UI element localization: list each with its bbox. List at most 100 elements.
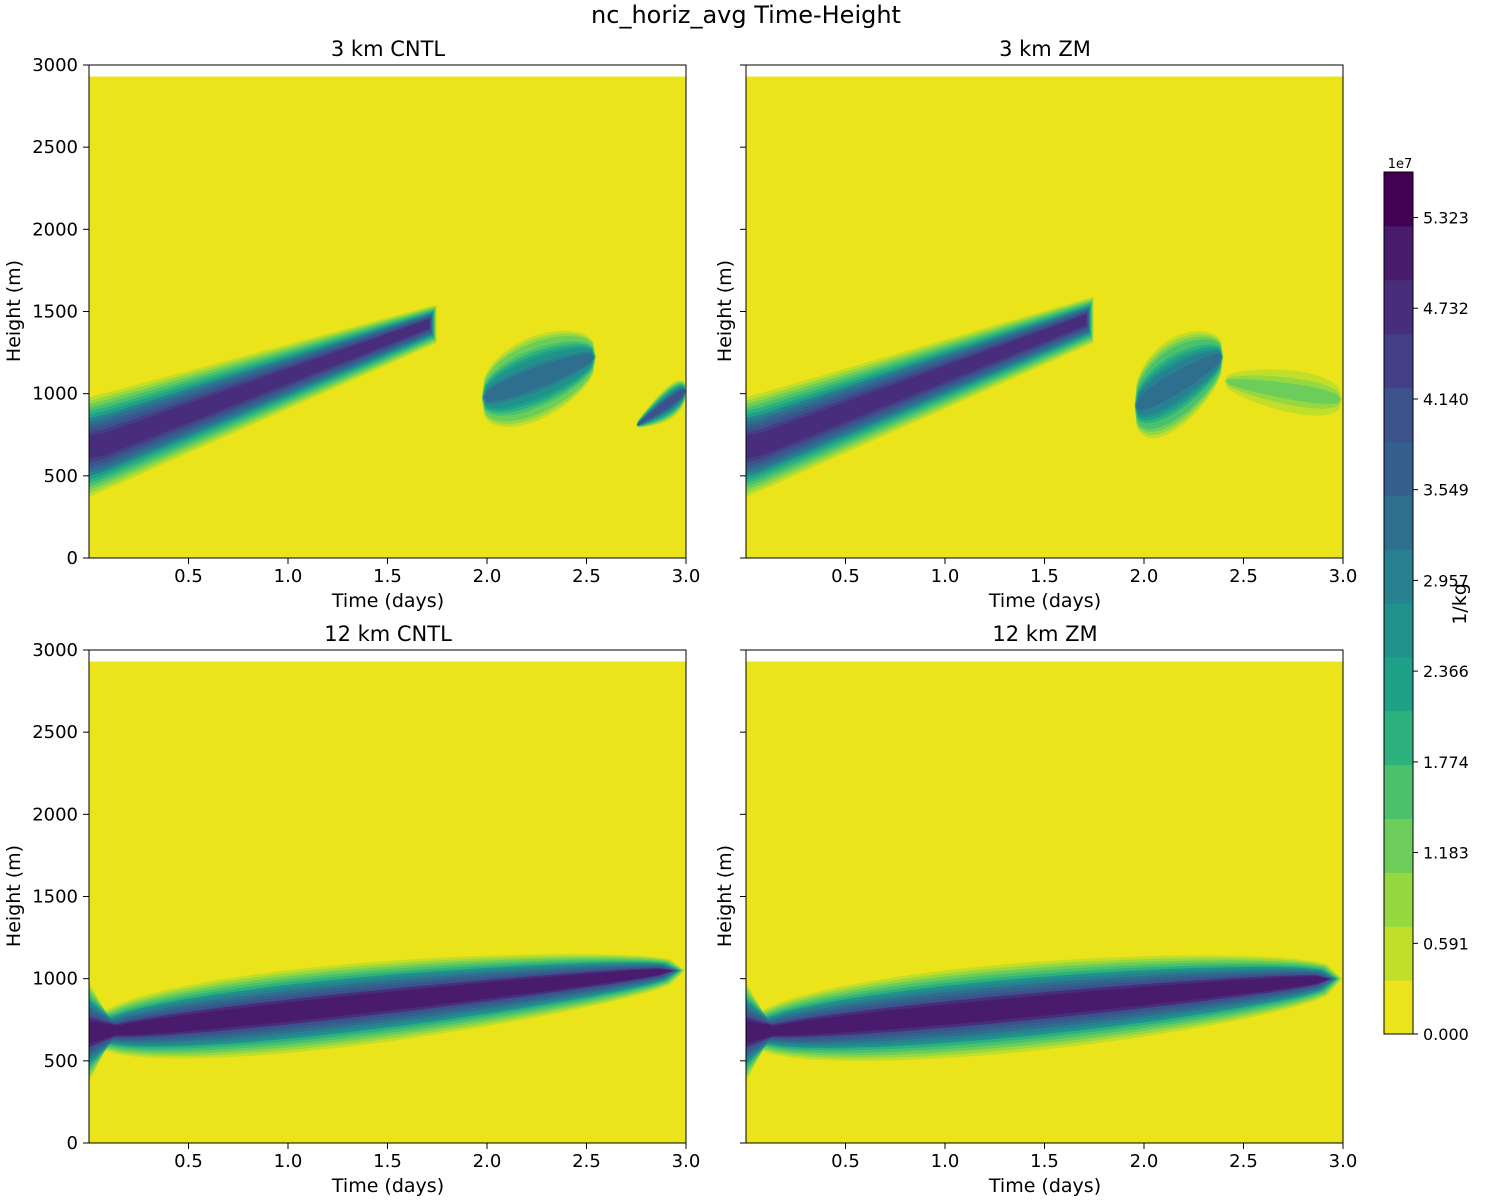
- x-tick-label: 3.0: [672, 566, 701, 587]
- x-tick-label: 1.5: [1030, 566, 1059, 587]
- y-tick-label: 2500: [32, 137, 78, 158]
- y-tick-label: 500: [44, 466, 78, 487]
- contour-band: [1136, 353, 1222, 411]
- y-axis-label: Height (m): [714, 260, 736, 362]
- plot-area: 0.5 1.0 1.5 2.0 2.5 3.0: [740, 64, 1358, 587]
- x-tick-label: 1.0: [931, 1151, 960, 1172]
- plot-area: 0.5 1.0 1.5 2.0 2.5 3.0 0 500 1000 1500 2000 2500 30…: [32, 55, 700, 587]
- cloud-feature: [1134, 328, 1224, 442]
- plot-area: 0.5 1.0 1.5 2.0 2.5 3.0 0 500 1000 1500 2000 2500 30…: [32, 640, 700, 1172]
- x-tick-label: 1.5: [373, 566, 402, 587]
- colorbar-segment: [1384, 495, 1413, 550]
- x-axis-label: Time (days): [331, 590, 444, 612]
- colorbar-tick-label: 2.957: [1423, 571, 1469, 590]
- colorbar-segment: [1384, 926, 1413, 981]
- panel-title: 12 km CNTL: [324, 622, 452, 646]
- y-tick-label: 1500: [32, 302, 78, 323]
- colorbar-segment: [1384, 872, 1413, 927]
- x-tick-label: 2.5: [572, 566, 601, 587]
- y-axis-label: Height (m): [714, 845, 736, 947]
- colorbar-segment: [1384, 603, 1413, 658]
- panel-12km-cntl: 12 km CNTL 0.5 1.0 1.5 2.0 2.5 3.0 0 500 1000 150…: [3, 622, 700, 1197]
- colorbar-segment: [1384, 818, 1413, 873]
- colorbar-segment: [1384, 980, 1413, 1035]
- colorbar: 0.000 0.591 1.183 1.774 2.366 2.957 3.549 4.140…: [1383, 171, 1469, 1044]
- x-tick-label: 2.0: [473, 566, 502, 587]
- contour-band: [483, 353, 594, 402]
- x-tick-label: 2.0: [473, 1151, 502, 1172]
- colorbar-tick-label: 1.774: [1423, 753, 1469, 772]
- colorbar-tick-label: 0.000: [1423, 1025, 1469, 1044]
- field-background: [746, 661, 1343, 1143]
- figure-title: nc_horiz_avg Time-Height: [591, 1, 901, 29]
- cloud-feature: [89, 304, 437, 497]
- colorbar-multiplier: 1e7: [1388, 157, 1413, 172]
- x-tick-label: 2.5: [1229, 1151, 1258, 1172]
- cloud-feature: [89, 954, 685, 1082]
- panel-3km-cntl: 3 km CNTL 0.5 1.0 1.5 2.0 2.5 3.0 0 500 1000 1500…: [3, 37, 700, 612]
- y-tick-label: 2000: [32, 804, 78, 825]
- panel-3km-zm: 3 km ZM 0.5 1.0 1.5 2.0 2.5 3.0 Time (days) H…: [714, 37, 1357, 612]
- x-axis-label: Time (days): [988, 1175, 1101, 1197]
- colorbar-segment: [1384, 764, 1413, 819]
- x-axis-label: Time (days): [988, 590, 1101, 612]
- contour-band: [637, 389, 685, 425]
- x-tick-label: 0.5: [831, 566, 860, 587]
- x-axis-label: Time (days): [331, 1175, 444, 1197]
- contour-band: [1226, 379, 1341, 403]
- x-tick-label: 0.5: [174, 566, 203, 587]
- colorbar-segment: [1384, 279, 1413, 335]
- contour-band: [89, 969, 673, 1044]
- colorbar-segment: [1384, 710, 1413, 766]
- colorbar-segment: [1384, 387, 1413, 442]
- panel-12km-zm: 12 km ZM 0.5 1.0 1.5 2.0 2.5 3.0 Time (days) …: [714, 622, 1357, 1197]
- cloud-feature: [746, 296, 1094, 497]
- colorbar-segment: [1384, 656, 1413, 712]
- colorbar-segment: [1384, 172, 1413, 227]
- colorbar-segment: [1384, 333, 1413, 388]
- y-tick-label: 0: [67, 1133, 78, 1154]
- x-tick-label: 3.0: [1329, 1151, 1358, 1172]
- x-tick-label: 2.5: [572, 1151, 601, 1172]
- colorbar-tick-label: 1.183: [1423, 844, 1469, 863]
- x-tick-label: 1.5: [1030, 1151, 1059, 1172]
- contour-band: [746, 314, 1087, 459]
- colorbar-frame: [1383, 171, 1414, 1035]
- colorbar-segment: [1384, 549, 1413, 604]
- colorbar-segment: [1384, 441, 1413, 496]
- panel-title: 12 km ZM: [992, 622, 1097, 646]
- y-tick-label: 3000: [32, 640, 78, 661]
- contour-band: [89, 319, 430, 459]
- y-tick-label: 2500: [32, 722, 78, 743]
- cloud-feature: [1223, 364, 1343, 422]
- x-tick-label: 2.0: [1130, 566, 1159, 587]
- x-tick-label: 2.0: [1130, 1151, 1159, 1172]
- field-background: [89, 76, 686, 559]
- colorbar-label: 1/kg: [1449, 583, 1471, 625]
- panel-title: 3 km ZM: [999, 37, 1091, 61]
- x-tick-label: 1.0: [274, 566, 303, 587]
- y-tick-label: 1000: [32, 969, 78, 990]
- x-tick-label: 2.5: [1229, 566, 1258, 587]
- cloud-feature: [481, 327, 597, 430]
- cloud-feature: [746, 955, 1342, 1082]
- plot-area: 0.5 1.0 1.5 2.0 2.5 3.0: [740, 649, 1358, 1172]
- colorbar-tick-label: 5.323: [1423, 209, 1469, 228]
- field-background: [89, 661, 686, 1143]
- y-axis-label: Height (m): [3, 260, 25, 362]
- x-tick-label: 3.0: [1329, 566, 1358, 587]
- y-tick-label: 2000: [32, 219, 78, 240]
- cloud-feature: [636, 378, 686, 428]
- panel-title: 3 km CNTL: [331, 37, 446, 61]
- y-tick-label: 0: [67, 548, 78, 569]
- contour-band: [746, 976, 1330, 1044]
- y-tick-label: 3000: [32, 55, 78, 76]
- colorbar-tick-label: 4.140: [1423, 390, 1469, 409]
- x-tick-label: 0.5: [831, 1151, 860, 1172]
- x-tick-label: 0.5: [174, 1151, 203, 1172]
- colorbar-tick-label: 4.732: [1423, 299, 1469, 318]
- x-tick-label: 1.0: [931, 566, 960, 587]
- y-tick-label: 1500: [32, 887, 78, 908]
- x-tick-label: 1.5: [373, 1151, 402, 1172]
